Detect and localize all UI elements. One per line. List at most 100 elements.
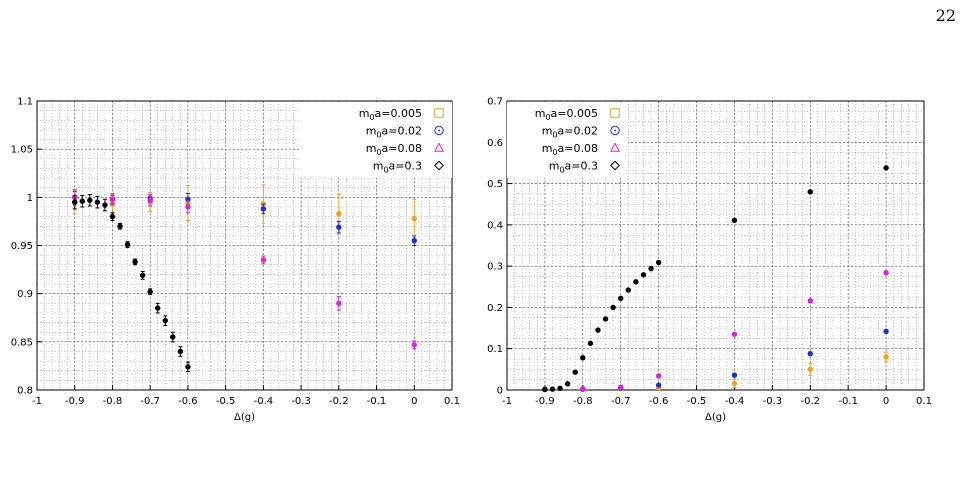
series-a-0-005 xyxy=(72,184,417,239)
data-point xyxy=(102,202,108,208)
series-a-0-3 xyxy=(72,193,191,373)
x-tick-label: -0.6 xyxy=(649,396,669,407)
y-tick-label: 0.4 xyxy=(487,220,503,231)
data-point xyxy=(542,386,548,393)
data-point xyxy=(731,380,738,387)
legend-marker-dot xyxy=(614,129,616,132)
legend-marker xyxy=(610,125,620,136)
x-tick-label: -0.3 xyxy=(763,396,783,407)
y-tick-label: 0.2 xyxy=(487,303,503,314)
data-point xyxy=(336,211,342,217)
data-point xyxy=(132,259,138,265)
y-tick-label: 0.6 xyxy=(487,138,503,149)
data-point xyxy=(633,279,639,285)
x-tick-label: -0.7 xyxy=(611,396,631,407)
data-point xyxy=(185,204,191,210)
y-tick-label: 0.9 xyxy=(17,289,33,300)
data-point xyxy=(731,372,738,378)
x-tick-label: -0.4 xyxy=(254,396,274,407)
data-point xyxy=(170,334,176,340)
data-point xyxy=(72,199,78,205)
y-tick-label: 1.1 xyxy=(17,97,33,108)
x-tick-label: -0.5 xyxy=(687,396,707,407)
x-tick-label: -0.2 xyxy=(801,396,821,407)
data-point xyxy=(549,386,556,392)
data-point xyxy=(640,272,647,278)
x-axis-label: Δ(g) xyxy=(705,412,726,423)
data-point xyxy=(655,373,662,379)
y-tick-label: 0 xyxy=(497,386,503,397)
data-point xyxy=(731,217,738,224)
x-tick-label: -0.8 xyxy=(103,396,123,407)
legend-label: m0a=0.08 xyxy=(542,142,598,157)
data-point xyxy=(185,364,191,370)
x-tick-label: -1 xyxy=(32,396,42,407)
series-a-0-005 xyxy=(542,351,889,392)
y-tick-label: 0.85 xyxy=(11,337,33,348)
data-point xyxy=(260,257,267,263)
x-tick-label: -0.1 xyxy=(838,396,858,407)
data-point xyxy=(807,366,813,373)
data-point xyxy=(731,331,738,337)
x-tick-label: -0.3 xyxy=(291,396,311,407)
legend-box xyxy=(507,102,628,178)
data-point xyxy=(618,295,624,302)
data-point xyxy=(580,386,586,392)
legend-marker xyxy=(433,142,445,152)
legend-marker xyxy=(610,160,620,171)
series-a-0-3 xyxy=(542,165,889,393)
x-tick-label: -0.7 xyxy=(140,396,160,407)
data-point xyxy=(883,328,889,335)
data-point xyxy=(883,354,889,360)
x-tick-label: -0.4 xyxy=(725,396,745,407)
data-point xyxy=(162,317,168,324)
chart-2: -1 -0.9 -0.8 -0.7 -0.6 -0.5 -0.4 -0.3 -0.2 -0.1 0 0… xyxy=(487,97,932,424)
data-point xyxy=(610,304,616,311)
data-point xyxy=(155,305,161,311)
data-point xyxy=(411,342,417,348)
y-tick-label: 0.3 xyxy=(487,262,503,273)
data-point xyxy=(109,213,116,220)
plot-frame xyxy=(506,100,925,391)
data-point xyxy=(602,316,609,322)
data-point xyxy=(572,369,578,375)
legend-marker xyxy=(434,108,444,118)
data-point xyxy=(587,340,594,347)
x-tick-label: -0.2 xyxy=(329,396,349,407)
x-tick-label: -0.9 xyxy=(65,396,85,407)
legend-label: m0a=0.3 xyxy=(549,160,598,175)
y-tick-label: 1.05 xyxy=(11,145,33,156)
chart-1: -1 -0.9 -0.8 -0.7 -0.6 -0.5 -0.4 -0.3 -0.2 -0.1 0 0… xyxy=(11,97,460,424)
legend-marker xyxy=(610,108,620,118)
data-point xyxy=(564,381,571,387)
x-axis-label: Δ(g) xyxy=(234,412,255,423)
legend-label: m0a=0.02 xyxy=(542,125,598,140)
data-point xyxy=(124,241,131,248)
data-point xyxy=(411,237,417,244)
x-tick-label: 0.1 xyxy=(916,396,932,407)
data-point xyxy=(580,355,586,361)
y-tick-label: 0.5 xyxy=(487,179,503,190)
legend-marker xyxy=(434,160,444,171)
x-tick-label: -0.5 xyxy=(216,396,236,407)
data-point xyxy=(109,196,116,202)
data-point xyxy=(883,270,889,276)
x-tick-label: -0.8 xyxy=(573,396,593,407)
y-tick-label: 0.95 xyxy=(11,241,33,252)
data-point xyxy=(655,382,662,388)
data-point xyxy=(618,384,624,390)
x-tick-label: -0.1 xyxy=(367,396,387,407)
y-tick-label: 1 xyxy=(27,193,33,204)
page-number: 22 xyxy=(935,6,956,25)
legend-label: m0a=0.005 xyxy=(359,107,422,122)
data-point xyxy=(260,206,267,212)
legend-label: m0a=0.3 xyxy=(373,160,422,175)
data-point xyxy=(87,197,93,203)
data-point xyxy=(807,298,813,304)
data-point xyxy=(595,327,601,333)
series-a-0-02 xyxy=(72,191,417,246)
data-point xyxy=(336,300,342,306)
data-point xyxy=(79,198,85,204)
data-point xyxy=(655,259,662,266)
